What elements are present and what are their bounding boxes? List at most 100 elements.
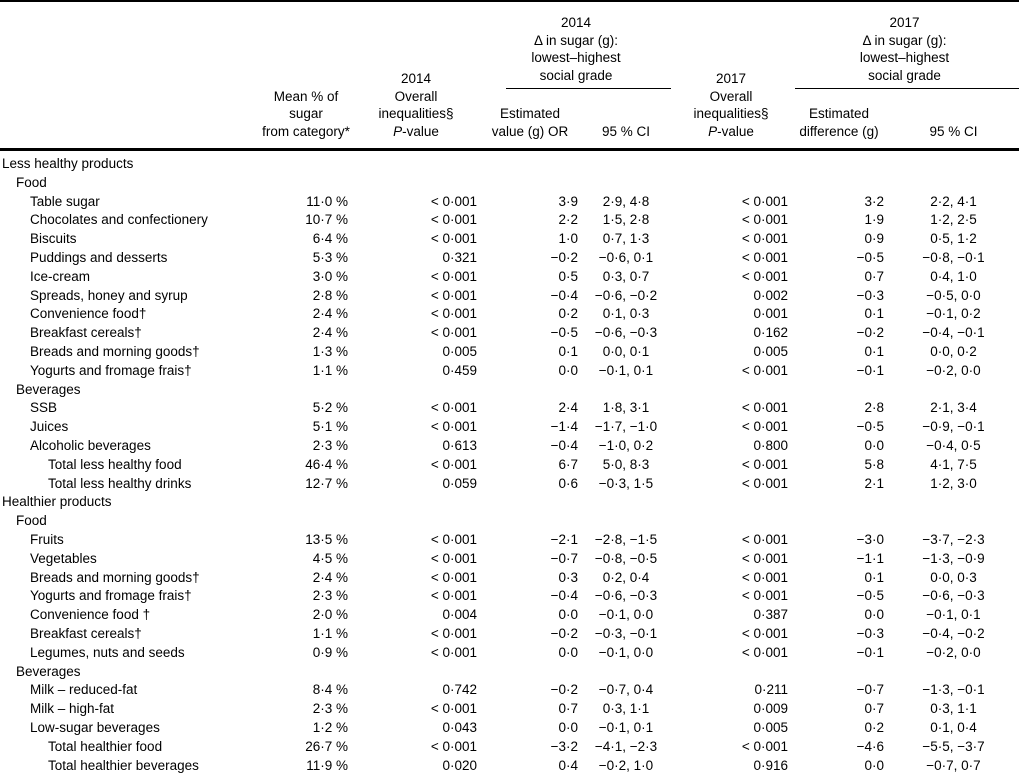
- table-row: Yogurts and fromage frais† 1·1 % 0·459 0…: [0, 362, 1019, 381]
- cell-2017-estimated-difference: 0·0: [864, 757, 884, 773]
- group-header-2017-delta: 2017 Δ in sugar (g): lowest–highest soci…: [790, 1, 1019, 90]
- col-header-2017-ci: 95 % CI: [888, 90, 1019, 151]
- cell-2017-estimated-difference: 0·2: [864, 719, 884, 735]
- table-row: Total healthier food 26·7 % < 0·001 −3·2…: [0, 738, 1019, 757]
- row-label: Food: [16, 174, 47, 190]
- cell-2014-estimated-value: [480, 512, 580, 531]
- cell-2014-ci: [580, 512, 672, 531]
- cell-2014-estimated-value: −0·2: [550, 682, 578, 698]
- table-row: Yogurts and fromage frais† 2·3 % < 0·001…: [0, 587, 1019, 606]
- row-label: Total healthier food: [48, 738, 163, 754]
- col-header-2014-ci-text: 95 % CI: [601, 123, 651, 139]
- cell-2014-p-value: < 0·001: [430, 531, 477, 547]
- cell-2014-p-value: < 0·001: [430, 569, 477, 585]
- cell-2014-p-value: < 0·001: [430, 588, 477, 604]
- cell-mean-pct: 5·3 %: [312, 249, 348, 265]
- row-label: Breakfast cereals†: [30, 625, 142, 641]
- row-label: Legumes, nuts and seeds: [30, 644, 185, 660]
- cell-2017-estimated-difference: 0·1: [864, 306, 884, 322]
- row-label: Breakfast cereals†: [30, 325, 142, 341]
- cell-2014-estimated-value: −3·2: [550, 738, 578, 754]
- cell-mean-pct: 2·4 %: [312, 569, 348, 585]
- p-italic: P: [708, 123, 718, 139]
- row-label: Beverages: [16, 381, 81, 397]
- cell-2017-estimated-difference: 0·9: [864, 231, 884, 247]
- cell-2014-p-value: 0·059: [442, 475, 477, 491]
- col-header-mean-pct: Mean % of sugar from category*: [260, 1, 352, 151]
- table-row: Breads and morning goods† 1·3 % 0·005 0·…: [0, 343, 1019, 362]
- table-header: Mean % of sugar from category* 2014 Over…: [0, 1, 1019, 151]
- row-label: Breads and morning goods†: [30, 569, 200, 585]
- cell-2017-p-value: < 0·001: [741, 475, 788, 491]
- cell-mean-pct: [260, 150, 352, 174]
- cell-mean-pct: [260, 381, 352, 400]
- col-header-2014-ci: 95 % CI: [580, 90, 672, 151]
- cell-mean-pct: 26·7 %: [305, 738, 348, 754]
- cell-2017-ci: [888, 381, 1019, 400]
- cell-2014-estimated-value: 3·9: [558, 193, 578, 209]
- cell-2014-estimated-value: 0·4: [558, 757, 578, 773]
- cell-2017-ci: 0·0, 0·3: [930, 569, 977, 585]
- cell-2017-estimated-difference: [790, 493, 888, 512]
- cell-mean-pct: 2·3 %: [312, 437, 348, 453]
- row-label: Puddings and desserts: [30, 249, 168, 265]
- col-header-mean-pct-text: Mean % of sugar from category*: [262, 88, 350, 139]
- cell-2017-estimated-difference: 0·7: [864, 701, 884, 717]
- table-row: Biscuits 6·4 % < 0·001 1·0 0·7, 1·3 < 0·…: [0, 230, 1019, 249]
- cell-2017-ci: −1·3, −0·9: [922, 550, 985, 566]
- table-row: Breakfast cereals† 2·4 % < 0·001 −0·5 −0…: [0, 324, 1019, 343]
- cell-2017-estimated-difference: −0·3: [856, 287, 884, 303]
- row-label: SSB: [30, 400, 58, 416]
- cell-2017-estimated-difference: 1·9: [864, 212, 884, 228]
- row-label: Milk – high-fat: [30, 701, 115, 717]
- cell-2014-p-value: 0·020: [442, 757, 477, 773]
- cell-2017-ci: [888, 512, 1019, 531]
- cell-2017-estimated-difference: 0·1: [864, 569, 884, 585]
- cell-2014-ci: −0·1, 0·0: [598, 644, 654, 660]
- cell-2014-ci: [580, 663, 672, 682]
- cell-2014-p-value: [352, 150, 480, 174]
- cell-mean-pct: 10·7 %: [305, 212, 348, 228]
- col-header-2017-p-value: 2017 Overall inequalities§ P-value: [672, 1, 790, 151]
- cell-2017-estimated-difference: 2·8: [864, 400, 884, 416]
- cell-mean-pct: [260, 174, 352, 193]
- row-label: Total healthier beverages: [48, 757, 199, 773]
- cell-2014-estimated-value: −0·4: [550, 287, 578, 303]
- cell-2017-p-value: 0·002: [753, 287, 788, 303]
- cell-mean-pct: 11·0 %: [306, 193, 348, 209]
- cell-mean-pct: 8·4 %: [312, 682, 348, 698]
- cell-mean-pct: 5·1 %: [312, 419, 348, 435]
- table-row: Low-sugar beverages 1·2 % 0·043 0·0 −0·1…: [0, 719, 1019, 738]
- table-row: Milk – reduced-fat 8·4 % 0·742 −0·2 −0·7…: [0, 681, 1019, 700]
- cell-2014-estimated-value: 0·1: [558, 343, 578, 359]
- cell-2014-ci: −0·6, −0·3: [594, 588, 658, 604]
- cell-2014-ci: 0·3, 0·7: [602, 268, 650, 284]
- cell-2017-estimated-difference: −0·2: [856, 325, 884, 341]
- cell-2017-estimated-difference: 3·2: [864, 193, 884, 209]
- cell-2017-ci: 0·0, 0·2: [930, 343, 977, 359]
- cell-mean-pct: [260, 512, 352, 531]
- cell-2014-estimated-value: 0·2: [558, 306, 578, 322]
- cell-mean-pct: 6·4 %: [312, 231, 348, 247]
- cell-2017-estimated-difference: 0·1: [864, 343, 884, 359]
- row-label: Healthier products: [2, 494, 112, 510]
- cell-mean-pct: 11·9 %: [306, 757, 348, 773]
- cell-2014-estimated-value: [480, 150, 580, 174]
- cell-2017-ci: −0·6, −0·3: [922, 588, 985, 604]
- cell-2014-p-value: [352, 663, 480, 682]
- cell-2017-estimated-difference: [790, 174, 888, 193]
- cell-2014-p-value: < 0·001: [430, 212, 477, 228]
- spanner-rule-2014: [506, 84, 671, 89]
- col-header-2017-estimated-difference-text: Estimated difference (g): [799, 106, 879, 139]
- cell-2014-estimated-value: 0·5: [558, 268, 578, 284]
- cell-2017-p-value: 0·001: [753, 306, 788, 322]
- cell-2017-estimated-difference: [790, 150, 888, 174]
- cell-2014-ci: 2·9, 4·8: [602, 193, 650, 209]
- cell-2017-p-value: < 0·001: [741, 550, 788, 566]
- table-row: Legumes, nuts and seeds 0·9 % < 0·001 0·…: [0, 644, 1019, 663]
- table-row: Healthier products: [0, 493, 1019, 512]
- cell-2017-ci: −5·5, −3·7: [922, 738, 985, 754]
- cell-2014-ci: −0·3, 1·5: [598, 475, 654, 491]
- cell-2017-estimated-difference: −3·0: [856, 531, 884, 547]
